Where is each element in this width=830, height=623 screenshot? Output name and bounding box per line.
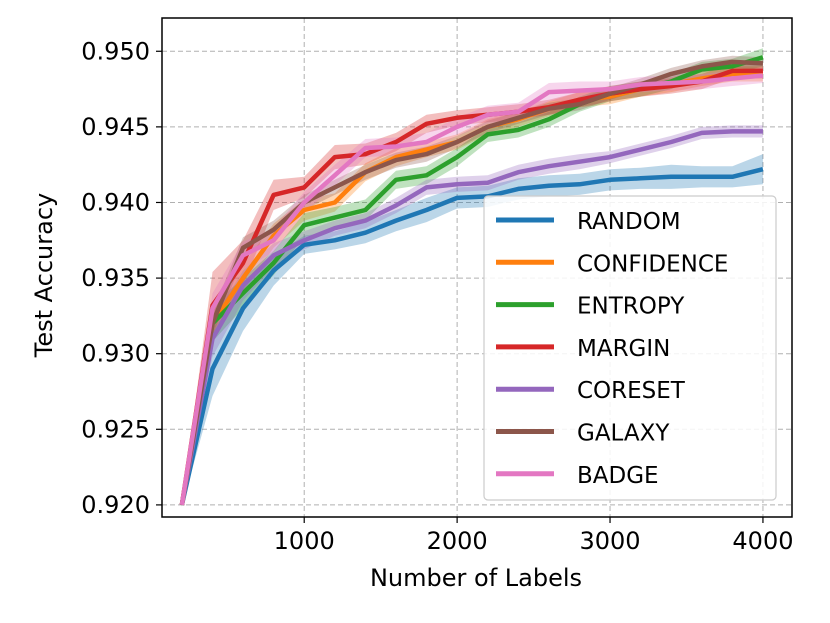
band-badge xyxy=(181,67,763,507)
legend-label-badge: BADGE xyxy=(577,463,659,489)
x-tick-label-1: 2000 xyxy=(427,527,488,555)
y-axis-ticks: 0.920 0.925 0.930 0.935 0.940 0.945 0.950 xyxy=(81,37,162,519)
x-tick-label-3: 4000 xyxy=(732,527,793,555)
legend-label-coreset: CORESET xyxy=(577,378,686,404)
legend: RANDOM CONFIDENCE ENTROPY MARGIN CORESET GALA… xyxy=(483,195,777,501)
plot-frame xyxy=(161,17,793,518)
series-lines xyxy=(179,55,764,506)
legend-label-confidence: CONFIDENCE xyxy=(577,251,728,277)
line-coreset xyxy=(179,129,763,506)
legend-label-galaxy: GALAXY xyxy=(577,421,670,447)
legend-box xyxy=(483,195,777,501)
legend-label-margin: MARGIN xyxy=(577,336,670,362)
x-tick-label-0: 1000 xyxy=(274,527,335,555)
y-tick-label-2: 0.930 xyxy=(81,340,150,368)
y-tick-label-6: 0.950 xyxy=(81,37,150,65)
legend-label-entropy: ENTROPY xyxy=(577,294,685,320)
x-axis-ticks: 1000 2000 3000 4000 xyxy=(274,517,793,555)
x-tick-label-2: 3000 xyxy=(579,527,640,555)
y-tick-label-4: 0.940 xyxy=(81,188,150,216)
line-margin xyxy=(179,68,763,506)
line-badge xyxy=(179,73,764,506)
legend-label-random: RANDOM xyxy=(577,209,681,235)
x-axis-label: Number of Labels xyxy=(370,564,582,592)
y-tick-label-1: 0.925 xyxy=(81,415,150,443)
y-axis-label: Test Accuracy xyxy=(30,193,58,358)
y-tick-label-3: 0.935 xyxy=(81,264,150,292)
line-galaxy xyxy=(179,59,764,506)
band-entropy xyxy=(181,48,763,507)
y-tick-label-5: 0.945 xyxy=(81,113,150,141)
y-tick-label-0: 0.920 xyxy=(81,491,150,519)
line-random xyxy=(179,167,764,506)
band-margin xyxy=(181,63,763,507)
